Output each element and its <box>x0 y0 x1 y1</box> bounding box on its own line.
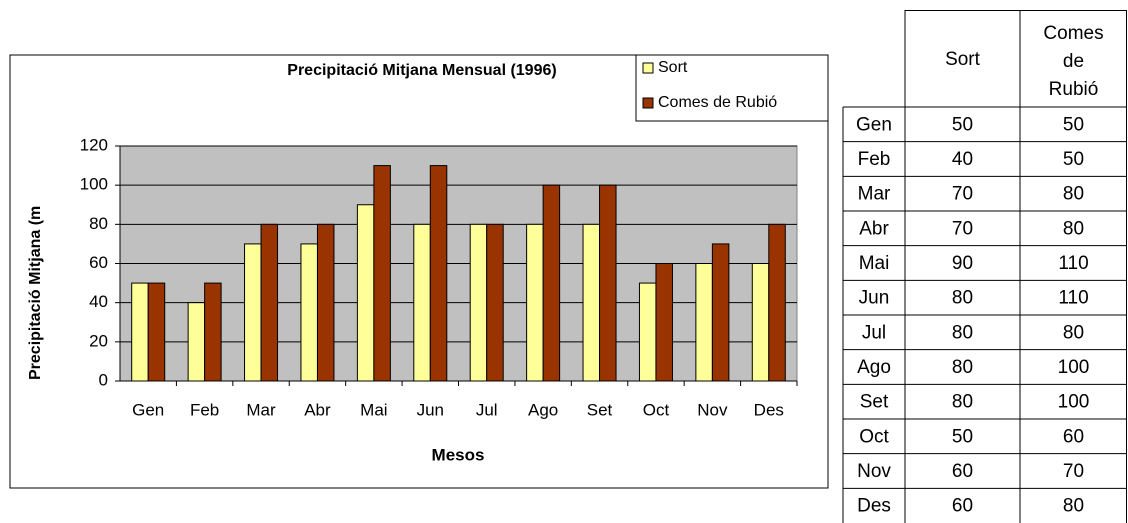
bar <box>469 223 488 382</box>
table-cell: Nov <box>857 461 891 482</box>
x-tick-label: Des <box>754 400 784 419</box>
table-cell: 70 <box>952 218 973 239</box>
table-cell: Gen <box>856 114 892 135</box>
bar <box>486 223 504 382</box>
table-cell: 40 <box>952 149 973 170</box>
y-tick-label: 100 <box>80 175 108 194</box>
table-cell: 80 <box>1063 218 1084 239</box>
table-cell: Feb <box>858 149 891 170</box>
bar <box>638 282 657 382</box>
bar <box>751 263 770 382</box>
table-cell: Mai <box>859 253 890 274</box>
table-cell: Mar <box>858 184 891 205</box>
table-header: Comes de Rubió <box>1043 23 1103 100</box>
legend <box>635 54 829 122</box>
bar <box>599 184 617 382</box>
bar <box>204 282 222 382</box>
table-cell: 110 <box>1058 253 1088 274</box>
legend-swatch <box>642 97 654 109</box>
table-cell: 50 <box>1063 149 1084 170</box>
table-cell: 50 <box>952 114 973 135</box>
chart-title: Precipitació Mitjana Mensual (1996) <box>287 62 556 79</box>
legend-label: Sort <box>658 59 688 76</box>
legend-swatch <box>642 62 654 74</box>
x-tick-label: Ago <box>528 400 558 419</box>
table-cell: 100 <box>1058 357 1090 378</box>
bar <box>413 223 431 382</box>
bar <box>244 243 262 382</box>
bar <box>695 263 713 382</box>
y-tick-label: 20 <box>89 331 108 350</box>
x-tick-label: Nov <box>697 400 728 419</box>
table-cell: 100 <box>1058 392 1090 413</box>
table-header: Sort <box>945 49 981 70</box>
x-axis-label: Mesos <box>432 445 485 464</box>
table-cell: 80 <box>952 357 973 378</box>
x-tick-label: Jul <box>476 400 498 419</box>
y-tick-label: 60 <box>89 253 108 272</box>
table-cell: 110 <box>1058 288 1088 309</box>
x-tick-label: Mar <box>246 400 276 419</box>
table-cell: 80 <box>1063 322 1084 343</box>
bar <box>582 223 601 382</box>
table-cell: Set <box>860 392 889 413</box>
x-tick-label: Jun <box>417 400 444 419</box>
table-cell: Jun <box>859 288 890 309</box>
bar <box>147 282 166 382</box>
table-cell: 50 <box>1063 114 1084 135</box>
x-tick-label: Set <box>587 400 613 419</box>
bar <box>300 243 318 382</box>
bar <box>316 223 335 382</box>
table-cell: 80 <box>952 392 973 413</box>
bar <box>429 165 448 382</box>
bar <box>131 282 149 382</box>
bar <box>260 223 279 382</box>
y-tick-label: 0 <box>99 370 108 389</box>
x-tick-label: Feb <box>190 400 219 419</box>
table-cell: 70 <box>1063 461 1084 482</box>
table-cell: 60 <box>1063 426 1084 447</box>
x-tick-label: Abr <box>304 400 331 419</box>
y-tick-label: 80 <box>89 214 108 233</box>
bar <box>526 223 544 382</box>
bar <box>373 165 391 382</box>
bar <box>187 302 206 382</box>
bar <box>768 223 786 382</box>
x-tick-label: Oct <box>643 400 670 419</box>
table-cell: Ago <box>857 357 891 378</box>
table-cell: 90 <box>952 253 973 274</box>
bar <box>711 243 730 382</box>
table-cell: 60 <box>952 461 973 482</box>
table-cell: Oct <box>859 426 889 447</box>
y-tick-label: 120 <box>80 135 108 154</box>
table-cell: 50 <box>952 426 973 447</box>
table-cell: Abr <box>859 218 889 239</box>
x-tick-label: Gen <box>132 400 164 419</box>
bar <box>356 204 375 382</box>
table-cell: Des <box>857 496 891 517</box>
table-cell: 70 <box>952 184 973 205</box>
y-tick-label: 40 <box>89 292 108 311</box>
bar <box>655 263 673 382</box>
table-cell: 80 <box>952 288 973 309</box>
table-cell: Jul <box>862 322 886 343</box>
legend-label: Comes de Rubió <box>658 94 777 111</box>
table-cell: 80 <box>952 322 973 343</box>
table-cell: 60 <box>952 496 973 517</box>
x-tick-label: Mai <box>360 400 387 419</box>
bar <box>542 184 561 382</box>
table-cell: 80 <box>1063 496 1084 517</box>
y-axis-label: Precipitació Mitjana (m <box>27 206 44 380</box>
table-cell: 80 <box>1063 184 1084 205</box>
